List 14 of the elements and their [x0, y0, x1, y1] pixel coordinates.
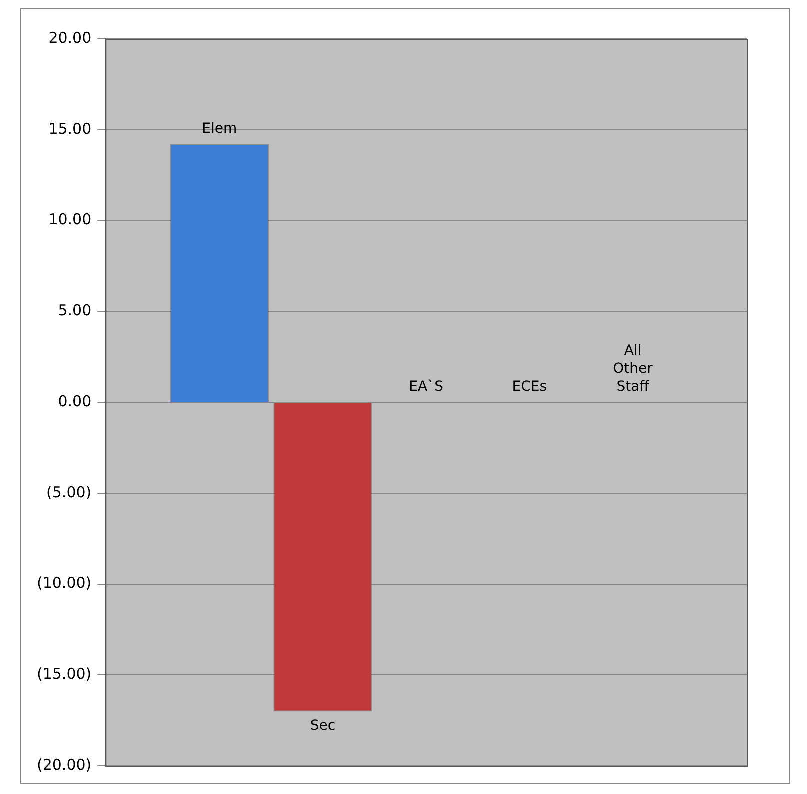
y-tick-label: (20.00) [36, 756, 92, 774]
y-tick-label: (10.00) [36, 574, 92, 592]
x-tick-label: Elem [202, 121, 238, 138]
x-tick-label: EA`S [409, 379, 444, 396]
y-tick-label: (5.00) [46, 483, 92, 502]
y-tick-label: 5.00 [58, 302, 92, 320]
y-tick-label: (15.00) [36, 665, 92, 684]
x-tick-label: All Other Staff [613, 343, 654, 396]
x-tick-label: ECEs [512, 379, 548, 396]
y-tick-label: 10.00 [48, 210, 92, 229]
y-tick-label: 20.00 [48, 28, 92, 47]
x-tick-label: Sec [310, 718, 336, 734]
y-tick-label: 0.00 [58, 392, 92, 410]
y-tick-label: 15.00 [48, 120, 92, 138]
